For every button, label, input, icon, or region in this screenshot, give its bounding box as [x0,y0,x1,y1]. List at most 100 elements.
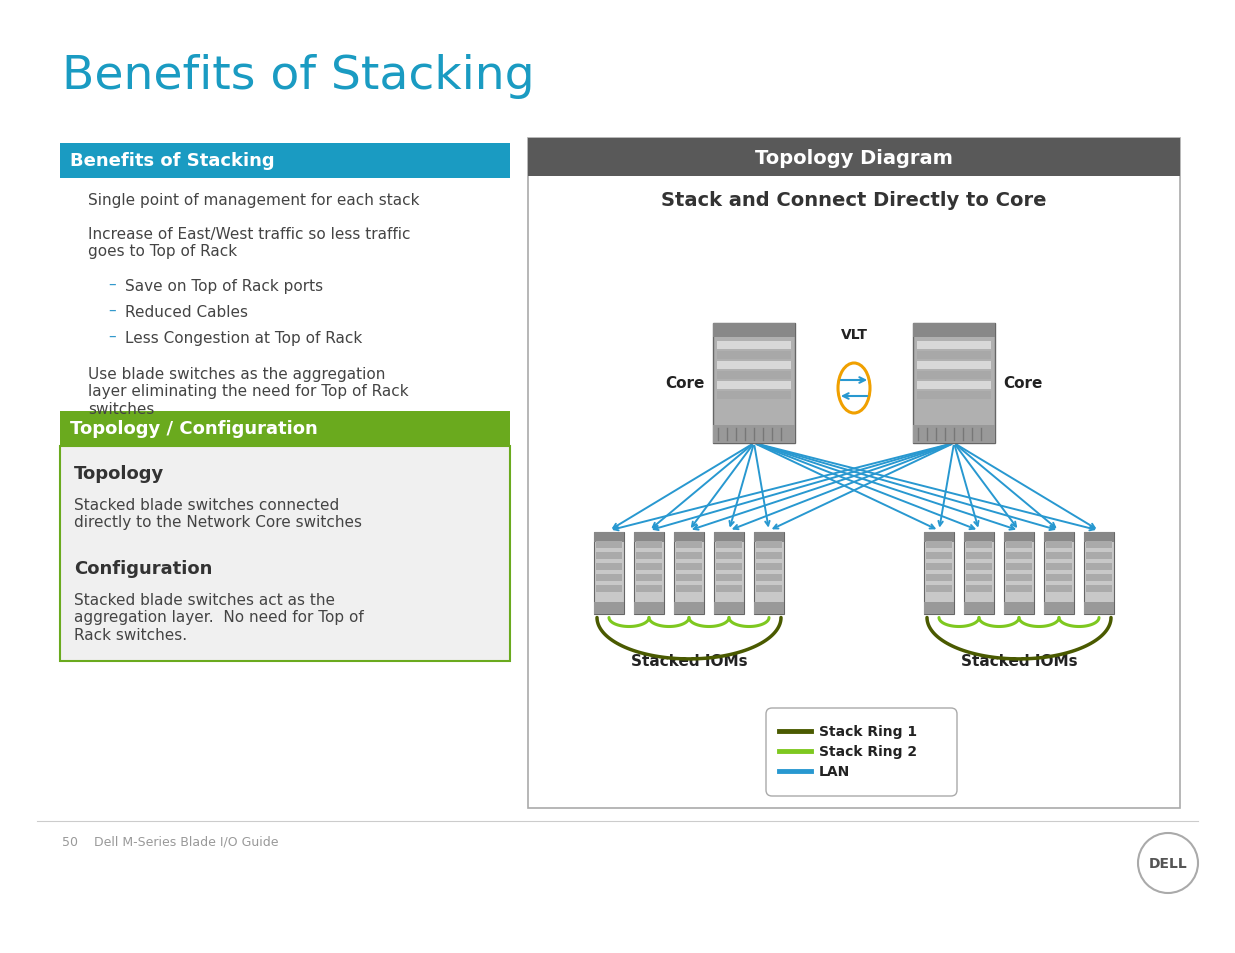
FancyBboxPatch shape [756,563,782,571]
Text: Stack and Connect Directly to Core: Stack and Connect Directly to Core [661,191,1047,210]
FancyBboxPatch shape [1044,602,1074,615]
Text: Stacked IOMs: Stacked IOMs [961,654,1077,669]
FancyBboxPatch shape [676,575,701,581]
FancyBboxPatch shape [716,585,742,593]
Text: Stacked IOMs: Stacked IOMs [631,654,747,669]
FancyBboxPatch shape [1007,563,1032,571]
FancyBboxPatch shape [1086,585,1112,593]
FancyBboxPatch shape [1044,533,1074,615]
FancyBboxPatch shape [1007,541,1032,548]
FancyBboxPatch shape [755,533,784,542]
FancyBboxPatch shape [597,575,622,581]
FancyBboxPatch shape [597,585,622,593]
FancyBboxPatch shape [714,533,743,615]
FancyBboxPatch shape [597,563,622,571]
Text: Stack Ring 2: Stack Ring 2 [819,744,918,759]
FancyBboxPatch shape [594,602,624,615]
FancyBboxPatch shape [597,541,622,548]
FancyBboxPatch shape [755,602,784,615]
FancyBboxPatch shape [714,533,743,542]
Text: 50    Dell M-Series Blade I/O Guide: 50 Dell M-Series Blade I/O Guide [62,835,279,847]
FancyBboxPatch shape [1046,541,1072,548]
FancyBboxPatch shape [965,533,994,615]
FancyBboxPatch shape [1007,553,1032,559]
Text: DELL: DELL [1149,856,1187,870]
Text: Core: Core [666,376,705,391]
FancyBboxPatch shape [634,533,664,615]
Text: Use blade switches as the aggregation
layer eliminating the need for Top of Rack: Use blade switches as the aggregation la… [88,367,409,416]
FancyBboxPatch shape [674,602,704,615]
FancyBboxPatch shape [1086,553,1112,559]
FancyBboxPatch shape [913,324,995,337]
FancyBboxPatch shape [1046,553,1072,559]
FancyBboxPatch shape [634,533,664,542]
FancyBboxPatch shape [716,575,742,581]
FancyBboxPatch shape [1004,533,1034,542]
Circle shape [1137,833,1198,893]
FancyBboxPatch shape [966,585,992,593]
Text: Configuration: Configuration [74,559,212,578]
FancyBboxPatch shape [756,541,782,548]
FancyBboxPatch shape [1007,585,1032,593]
Text: Benefits of Stacking: Benefits of Stacking [70,152,274,171]
FancyBboxPatch shape [755,533,784,615]
FancyBboxPatch shape [1007,575,1032,581]
FancyBboxPatch shape [918,352,990,359]
FancyBboxPatch shape [713,426,795,443]
Text: LAN: LAN [819,764,850,779]
FancyBboxPatch shape [529,139,1179,177]
FancyBboxPatch shape [918,392,990,399]
Text: Topology Diagram: Topology Diagram [755,149,953,168]
FancyBboxPatch shape [1086,575,1112,581]
FancyBboxPatch shape [674,533,704,615]
Text: Stacked blade switches connected
directly to the Network Core switches: Stacked blade switches connected directl… [74,497,362,530]
FancyBboxPatch shape [1086,563,1112,571]
Text: Stack Ring 1: Stack Ring 1 [819,724,918,739]
FancyBboxPatch shape [924,533,953,615]
FancyBboxPatch shape [766,708,957,796]
FancyBboxPatch shape [966,541,992,548]
Text: Topology / Configuration: Topology / Configuration [70,420,317,438]
FancyBboxPatch shape [61,144,510,179]
FancyBboxPatch shape [674,533,704,542]
FancyBboxPatch shape [1046,585,1072,593]
FancyBboxPatch shape [965,602,994,615]
FancyBboxPatch shape [966,553,992,559]
FancyBboxPatch shape [718,341,790,350]
FancyBboxPatch shape [718,381,790,390]
FancyBboxPatch shape [636,585,662,593]
FancyBboxPatch shape [924,602,953,615]
FancyBboxPatch shape [756,575,782,581]
Text: Less Congestion at Top of Rack: Less Congestion at Top of Rack [125,331,362,346]
FancyBboxPatch shape [597,553,622,559]
FancyBboxPatch shape [676,541,701,548]
FancyBboxPatch shape [716,541,742,548]
FancyBboxPatch shape [918,372,990,379]
FancyBboxPatch shape [716,563,742,571]
Text: Increase of East/West traffic so less traffic
goes to Top of Rack: Increase of East/West traffic so less tr… [88,227,410,259]
FancyBboxPatch shape [636,541,662,548]
FancyBboxPatch shape [718,392,790,399]
FancyBboxPatch shape [676,563,701,571]
FancyBboxPatch shape [594,533,624,542]
FancyBboxPatch shape [716,553,742,559]
Text: –: – [107,276,116,292]
FancyBboxPatch shape [713,324,795,443]
FancyBboxPatch shape [913,426,995,443]
FancyBboxPatch shape [676,553,701,559]
FancyBboxPatch shape [966,563,992,571]
FancyBboxPatch shape [61,447,510,661]
FancyBboxPatch shape [636,563,662,571]
FancyBboxPatch shape [636,553,662,559]
FancyBboxPatch shape [718,352,790,359]
FancyBboxPatch shape [61,412,510,447]
FancyBboxPatch shape [926,553,952,559]
FancyBboxPatch shape [1044,533,1074,542]
Text: Stacked blade switches act as the
aggregation layer.  No need for Top of
Rack sw: Stacked blade switches act as the aggreg… [74,593,364,642]
FancyBboxPatch shape [756,553,782,559]
Text: Topology: Topology [74,464,164,482]
Text: –: – [107,329,116,344]
FancyBboxPatch shape [918,361,990,370]
FancyBboxPatch shape [1084,533,1114,542]
FancyBboxPatch shape [1084,533,1114,615]
